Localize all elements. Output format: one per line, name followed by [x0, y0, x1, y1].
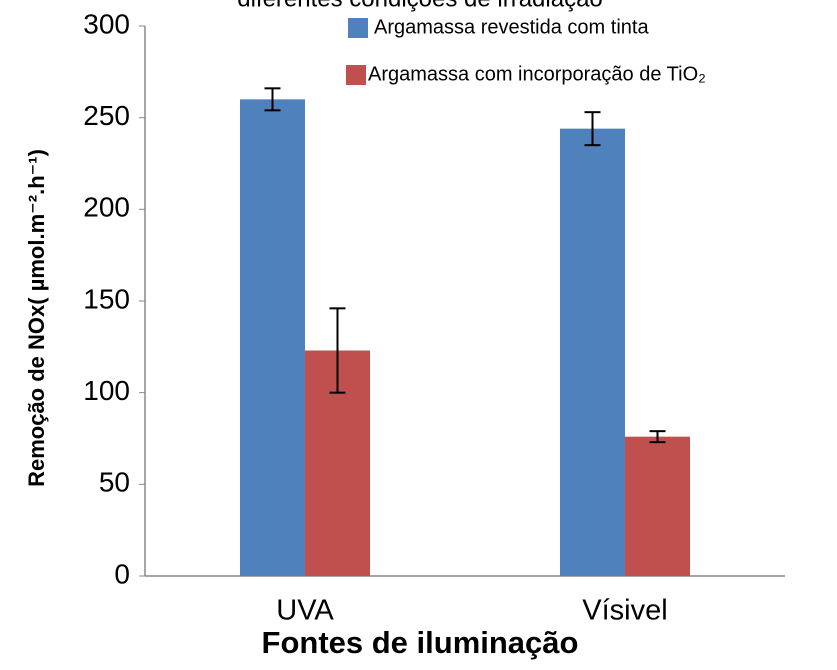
legend-label: Argamassa revestida com tinta [374, 16, 649, 38]
y-tick-label: 150 [83, 283, 130, 314]
y-axis-label: Remoção de NOx( µmol.m⁻².h⁻¹) [24, 149, 49, 487]
x-tick-label: Vísivel [582, 595, 667, 627]
bar [240, 99, 305, 576]
legend-swatch [348, 18, 368, 38]
chart-title: diferentes condições de irradiação [237, 0, 603, 12]
error-bar [649, 430, 666, 444]
y-tick-label: 300 [83, 8, 130, 39]
x-tick-label: UVA [276, 595, 334, 627]
bar [560, 128, 625, 576]
bar [625, 436, 690, 576]
error-bar [329, 307, 346, 394]
y-tick-label: 50 [99, 467, 130, 498]
y-tick-label: 100 [83, 375, 130, 406]
y-tick-label: 0 [114, 558, 130, 589]
error-bar [264, 87, 281, 112]
legend-label: Argamassa com incorporação de TiO₂ [368, 63, 706, 85]
y-tick-label: 200 [83, 192, 130, 223]
legend-swatch [346, 65, 366, 85]
y-tick-label: 250 [83, 100, 130, 131]
x-axis-label: Fontes de iluminação [262, 625, 579, 660]
error-bar [584, 111, 601, 147]
